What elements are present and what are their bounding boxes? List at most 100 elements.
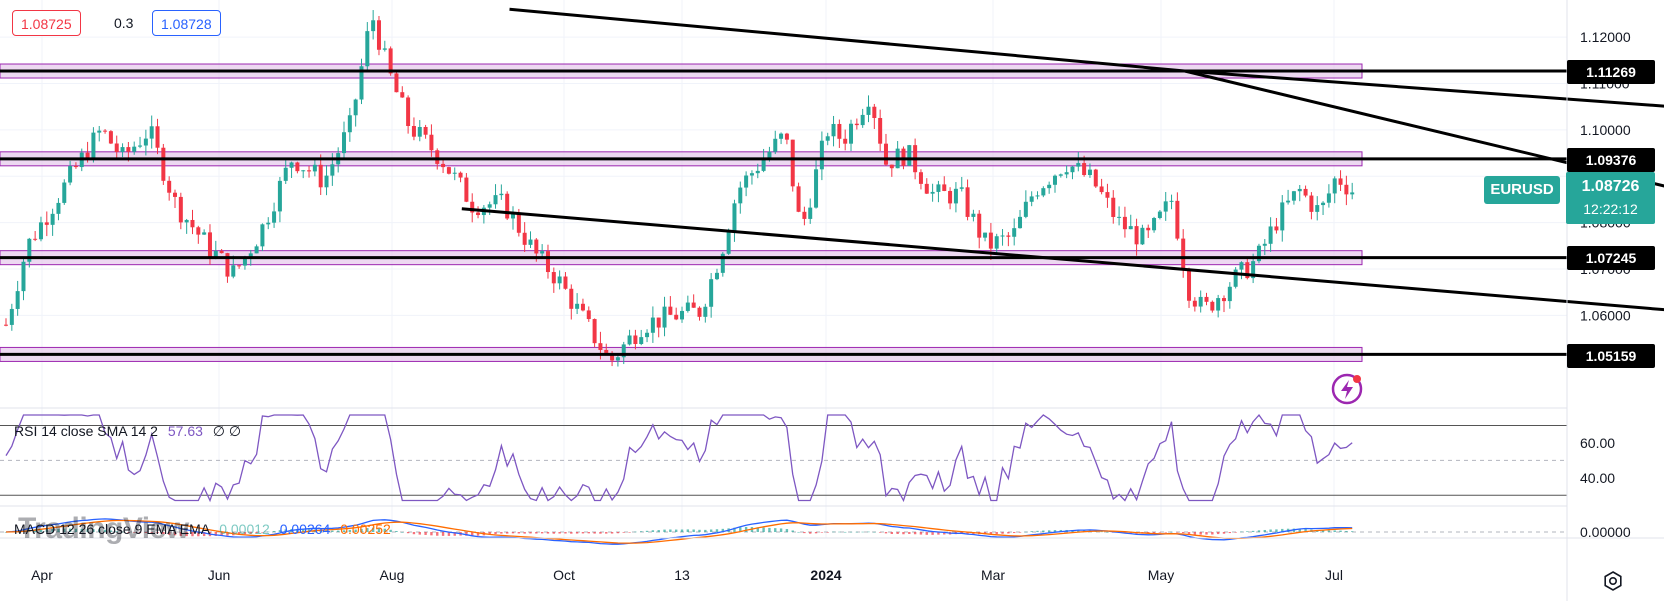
candle-body	[487, 204, 492, 208]
macd-hist-bar	[768, 527, 771, 532]
time-tick-label: Jul	[1325, 567, 1343, 583]
candle-body	[56, 202, 61, 214]
macd-hist-bar	[943, 532, 946, 535]
macd-hist-bar	[226, 532, 229, 536]
trendline-1	[1184, 69, 1664, 108]
candle-body	[231, 265, 236, 277]
candle-body	[592, 319, 597, 344]
candle-body	[1321, 202, 1326, 206]
candle-body	[464, 177, 469, 202]
macd-hist-bar	[540, 532, 544, 534]
time-tick-label: Aug	[380, 567, 405, 583]
macd-hist-bar	[1077, 530, 1080, 532]
price-tick-label: 1.10000	[1580, 122, 1631, 138]
candle-body	[953, 188, 958, 204]
macd-hist-bar	[1053, 530, 1057, 532]
candle-body	[610, 352, 615, 361]
candle-body	[639, 337, 644, 345]
candle-body	[1018, 216, 1023, 229]
macd-hist-bar	[1275, 529, 1278, 532]
candle-body	[1087, 169, 1092, 176]
macd-hist-bar	[1012, 532, 1016, 534]
candle-body	[598, 343, 603, 350]
macd-hist-bar	[156, 532, 159, 534]
candle-body	[1192, 300, 1197, 307]
candle-body	[749, 173, 754, 176]
candle-body	[732, 203, 737, 233]
ask-price-badge[interactable]: 1.08728	[152, 10, 221, 36]
macd-hist-bar	[989, 532, 993, 535]
macd-hist-bar	[1170, 531, 1173, 533]
bid-price: 1.08725	[21, 16, 72, 32]
candle-body	[103, 130, 108, 132]
macd-hist-bar	[167, 532, 171, 535]
candle-body	[872, 106, 877, 118]
macd-hist-bar	[92, 529, 95, 532]
candle-body	[819, 140, 824, 170]
candle-body	[662, 306, 667, 328]
macd-hist-bar	[1193, 532, 1197, 535]
candle-body	[1326, 193, 1331, 203]
candle-body	[388, 48, 393, 74]
macd-hist-bar	[4, 532, 8, 533]
macd-hist-bar	[1327, 530, 1331, 532]
candle-body	[1251, 261, 1256, 279]
candle-body	[924, 183, 929, 194]
candle-body	[1035, 195, 1040, 197]
macd-legend[interactable]: MACD 12 26 close 9 EMA EMA 0.00012 0.002…	[14, 521, 391, 537]
macd-hist-bar	[1339, 530, 1342, 532]
macd-hist-bar	[966, 532, 969, 534]
candle-body	[1297, 188, 1302, 192]
candle-body	[854, 123, 859, 126]
macd-hist-bar	[133, 532, 136, 533]
candle-body	[1204, 296, 1209, 302]
macd-hist-bar	[86, 529, 89, 532]
candle-body	[1052, 175, 1057, 185]
macd-hist-bar	[1047, 530, 1051, 532]
macd-hist-bar	[785, 529, 789, 532]
candle-body	[1041, 188, 1046, 196]
candle-body	[394, 73, 399, 93]
candle-body	[714, 272, 719, 280]
candle-body	[1047, 184, 1052, 189]
candle-body	[85, 152, 90, 160]
candle-body	[1256, 245, 1261, 262]
macd-hist-bar	[418, 532, 421, 535]
symbol-tag: EURUSD	[1484, 176, 1560, 204]
macd-hist-bar	[1269, 529, 1272, 532]
flash-icon[interactable]	[1330, 372, 1364, 406]
macd-value: 0.00264	[279, 521, 331, 537]
candle-body	[4, 324, 8, 326]
gear-icon[interactable]	[1602, 570, 1624, 592]
macd-hist-bar	[436, 532, 439, 536]
candle-body	[650, 317, 655, 333]
candle-body	[604, 349, 609, 353]
candle-body	[767, 151, 772, 159]
candle-body	[91, 132, 96, 160]
candle-body	[21, 261, 26, 292]
candle-body	[709, 279, 714, 307]
macd-hist-bar	[237, 532, 241, 535]
macd-hist-bar	[896, 532, 899, 534]
macd-hist-bar	[98, 529, 101, 532]
last-price: 1.08726	[1581, 178, 1640, 195]
macd-hist-bar	[476, 532, 480, 536]
rsi-legend[interactable]: RSI 14 close SMA 14 2 57.63 ∅ ∅	[14, 423, 241, 440]
macd-hist-bar	[1234, 532, 1237, 533]
macd-hist-bar	[774, 528, 777, 532]
candle-body	[825, 136, 830, 141]
candle-body	[382, 48, 387, 50]
macd-hist-bar	[1205, 532, 1208, 535]
candle-body	[452, 172, 457, 174]
candle-body	[248, 253, 253, 257]
candle-body	[493, 195, 498, 205]
candle-body	[173, 192, 178, 197]
candle-body	[551, 272, 556, 284]
bid-price-badge[interactable]: 1.08725	[12, 10, 81, 36]
level-label-1: 1.11269	[1567, 60, 1655, 84]
macd-hist-bar	[383, 528, 387, 532]
macd-hist-bar	[564, 532, 567, 534]
macd-tick-label: 0.00000	[1580, 524, 1631, 540]
candle-body	[1157, 211, 1162, 219]
